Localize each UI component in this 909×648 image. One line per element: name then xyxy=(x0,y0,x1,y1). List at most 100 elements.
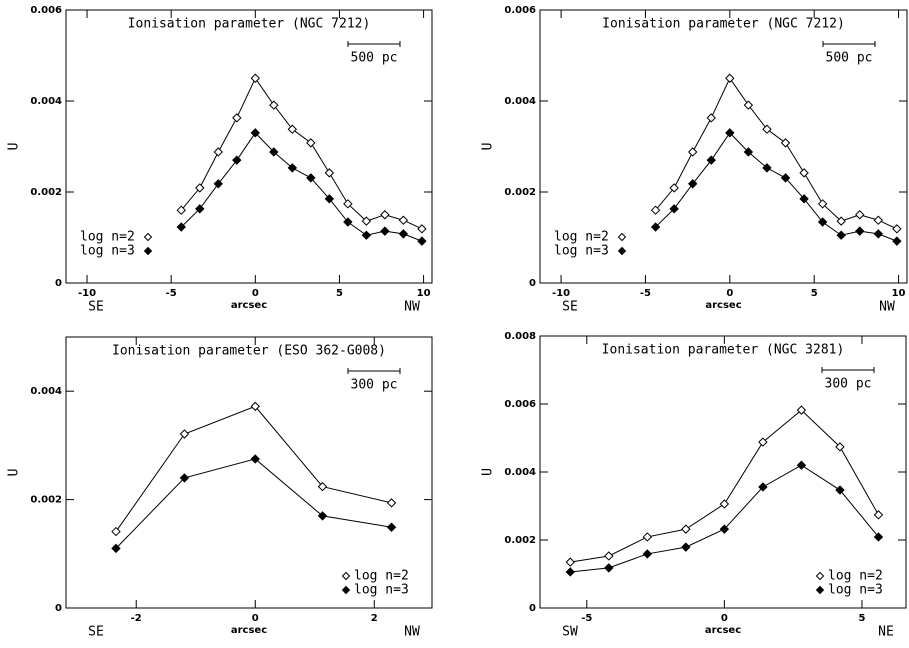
x-tick-label: -10 xyxy=(552,288,570,299)
x-tick-label: 0 xyxy=(252,288,259,299)
data-point xyxy=(250,128,261,138)
panel: 0 0.002 0.004 0.006 0.008 -5 0 5 arcsec U SW NE Ioni… xyxy=(481,331,907,640)
data-point xyxy=(213,179,223,189)
legend-label: log n=3 xyxy=(80,244,135,259)
data-point xyxy=(417,224,427,234)
series-line xyxy=(115,405,392,532)
y-tick-label: 0 xyxy=(55,603,62,614)
scale-bar-label: 300 pc xyxy=(351,378,398,393)
legend-marker xyxy=(341,585,351,595)
data-point xyxy=(361,230,372,240)
x-tick-label: 5 xyxy=(858,613,865,624)
legend-marker xyxy=(341,571,351,581)
data-point xyxy=(343,217,353,227)
y-tick-label: 0.002 xyxy=(504,535,536,546)
data-point xyxy=(386,498,397,508)
data-point xyxy=(762,163,772,173)
data-point xyxy=(642,532,653,542)
data-point xyxy=(380,210,390,220)
data-point xyxy=(380,226,390,236)
data-point xyxy=(306,173,316,183)
data-point xyxy=(873,229,884,239)
chart-title: Ionisation parameter (NGC 7212) xyxy=(602,17,845,32)
plot-frame xyxy=(65,336,433,609)
legend-marker xyxy=(617,232,627,242)
data-point xyxy=(250,454,260,464)
data-point xyxy=(111,543,121,554)
data-point xyxy=(398,229,409,239)
data-point xyxy=(604,551,614,561)
data-point xyxy=(743,147,754,157)
data-point xyxy=(361,216,372,226)
y-tick-label: 0.008 xyxy=(504,331,536,342)
data-point xyxy=(817,217,828,227)
chart-title: Ionisation parameter (NGC 7212) xyxy=(128,17,371,32)
y-axis-label: U xyxy=(481,468,496,476)
data-point xyxy=(176,222,186,232)
data-point xyxy=(873,510,884,520)
data-point xyxy=(796,460,807,470)
data-point xyxy=(179,473,190,483)
data-point xyxy=(706,113,716,123)
data-point xyxy=(287,163,298,173)
series-line xyxy=(570,409,879,563)
legend-label: log n=2 xyxy=(80,230,135,245)
panel: 0 0.002 0.004 -2 0 2 arcsec U SE NW Ionisation par… xyxy=(7,336,433,640)
direction-label: SE xyxy=(88,300,104,315)
legend-label: log n=3 xyxy=(828,583,883,598)
x-axis-label: arcsec xyxy=(705,625,741,636)
direction-label: NW xyxy=(879,300,895,315)
legend-label: log n=3 xyxy=(554,244,609,259)
data-point xyxy=(343,199,353,209)
legend-label: log n=3 xyxy=(354,583,409,598)
x-axis-label: arcsec xyxy=(705,300,741,311)
data-point xyxy=(604,563,614,573)
direction-label: NE xyxy=(878,625,894,640)
data-point xyxy=(306,138,316,148)
scale-bar-label: 300 pc xyxy=(825,377,872,392)
data-point xyxy=(565,567,575,577)
data-point xyxy=(762,124,772,134)
scale-bar-label: 500 pc xyxy=(351,51,398,66)
x-tick-label: 10 xyxy=(892,288,906,299)
direction-label: SW xyxy=(562,625,578,640)
data-point xyxy=(835,485,845,495)
chart-title: Ionisation parameter (ESO 362-G008) xyxy=(112,344,386,359)
data-point xyxy=(669,183,679,193)
scale-bar-label: 500 pc xyxy=(826,51,873,66)
data-point xyxy=(565,557,575,567)
x-tick-label: 5 xyxy=(336,288,343,299)
y-tick-label: 0.002 xyxy=(30,495,62,506)
data-point xyxy=(836,216,846,226)
x-tick-label: 0 xyxy=(252,613,259,624)
data-point xyxy=(417,236,427,246)
legend-label: log n=2 xyxy=(554,230,609,245)
direction-label: NW xyxy=(404,300,420,315)
data-point xyxy=(650,205,661,215)
data-point xyxy=(681,542,691,552)
direction-label: SE xyxy=(88,625,104,640)
x-tick-label: -10 xyxy=(78,288,96,299)
data-point xyxy=(743,100,754,110)
chart-title: Ionisation parameter (NGC 3281) xyxy=(602,343,845,358)
x-tick-label: 10 xyxy=(417,288,431,299)
legend-marker xyxy=(815,571,825,581)
data-point xyxy=(687,179,698,189)
data-point xyxy=(873,215,884,225)
direction-label: SE xyxy=(562,300,578,315)
data-point xyxy=(799,194,809,204)
data-point xyxy=(650,222,661,232)
legend-label: log n=2 xyxy=(828,569,883,584)
data-point xyxy=(642,549,653,559)
x-tick-label: -5 xyxy=(166,288,177,299)
y-tick-label: 0.004 xyxy=(30,96,62,107)
data-point xyxy=(232,155,242,165)
data-point xyxy=(780,138,791,148)
y-axis-label: U xyxy=(481,143,496,151)
y-tick-label: 0.004 xyxy=(504,96,536,107)
legend-marker xyxy=(815,585,825,595)
data-point xyxy=(386,522,397,532)
data-point xyxy=(780,173,791,183)
data-point xyxy=(796,405,807,415)
